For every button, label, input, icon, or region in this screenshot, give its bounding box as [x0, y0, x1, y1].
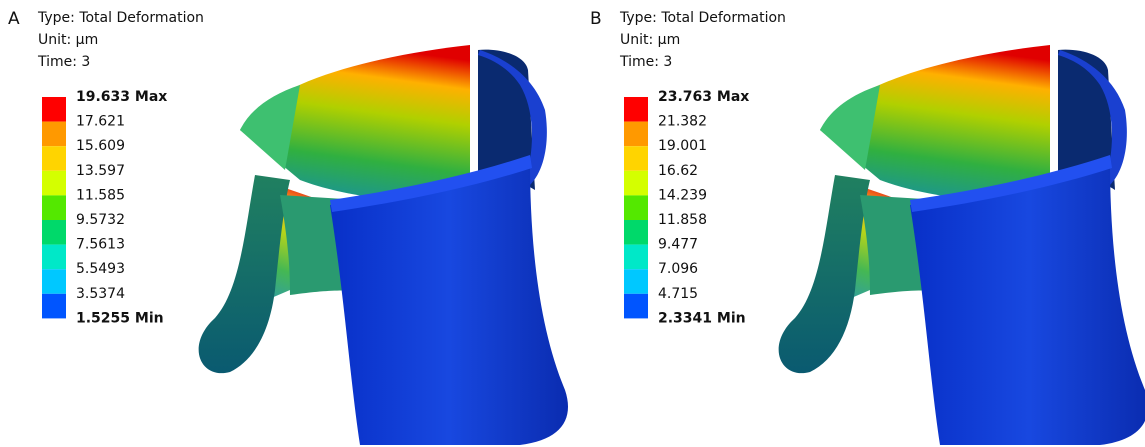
legend-label: 1.5255 Min — [76, 310, 164, 326]
legend-band — [42, 195, 66, 220]
legend-label: 14.239 — [658, 187, 707, 203]
legend-label: 4.715 — [658, 286, 698, 302]
legend-label: 19.001 — [658, 138, 707, 154]
panel-letter: A — [8, 9, 20, 29]
legend-label: 19.633 Max — [76, 89, 167, 105]
legend-label: 15.609 — [76, 138, 125, 154]
result-unit: Unit: µm — [38, 32, 98, 48]
legend-label: 2.3341 Min — [658, 310, 746, 326]
legend-band — [624, 171, 648, 196]
panel-letter: B — [590, 9, 602, 29]
legend-label: 9.5732 — [76, 212, 125, 228]
legend-band — [624, 122, 648, 147]
legend-label: 11.585 — [76, 187, 125, 203]
legend-label: 3.5374 — [76, 286, 125, 302]
legend-band — [624, 294, 648, 319]
result-unit: Unit: µm — [620, 32, 680, 48]
legend-band — [42, 97, 66, 122]
legend-band — [42, 294, 66, 319]
figure: A Type: Total Deformation Unit: µm Time: 3 1… — [0, 0, 1145, 447]
legend-band — [624, 97, 648, 122]
legend-band — [42, 220, 66, 245]
legend-band — [624, 195, 648, 220]
legend-label: 21.382 — [658, 114, 707, 130]
legend-band — [42, 171, 66, 196]
legend-label: 16.62 — [658, 163, 698, 179]
model-a — [199, 45, 568, 445]
legend-band — [42, 146, 66, 171]
result-type: Type: Total Deformation — [619, 10, 786, 26]
legend-label: 7.096 — [658, 261, 698, 277]
legend-label: 9.477 — [658, 237, 698, 253]
legend-label: 23.763 Max — [658, 89, 749, 105]
legend-label: 11.858 — [658, 212, 707, 228]
legend-label: 13.597 — [76, 163, 125, 179]
result-time: Time: 3 — [37, 54, 90, 70]
legend-label: 17.621 — [76, 114, 125, 130]
legend-band — [624, 146, 648, 171]
legend-band — [624, 245, 648, 270]
legend-band — [42, 269, 66, 294]
model-b — [779, 45, 1145, 445]
result-type: Type: Total Deformation — [37, 10, 204, 26]
legend-label: 5.5493 — [76, 261, 125, 277]
legend-label: 7.5613 — [76, 237, 125, 253]
legend-band — [42, 122, 66, 147]
result-time: Time: 3 — [619, 54, 672, 70]
legend-band — [42, 245, 66, 270]
legend-band — [624, 269, 648, 294]
legend-band — [624, 220, 648, 245]
